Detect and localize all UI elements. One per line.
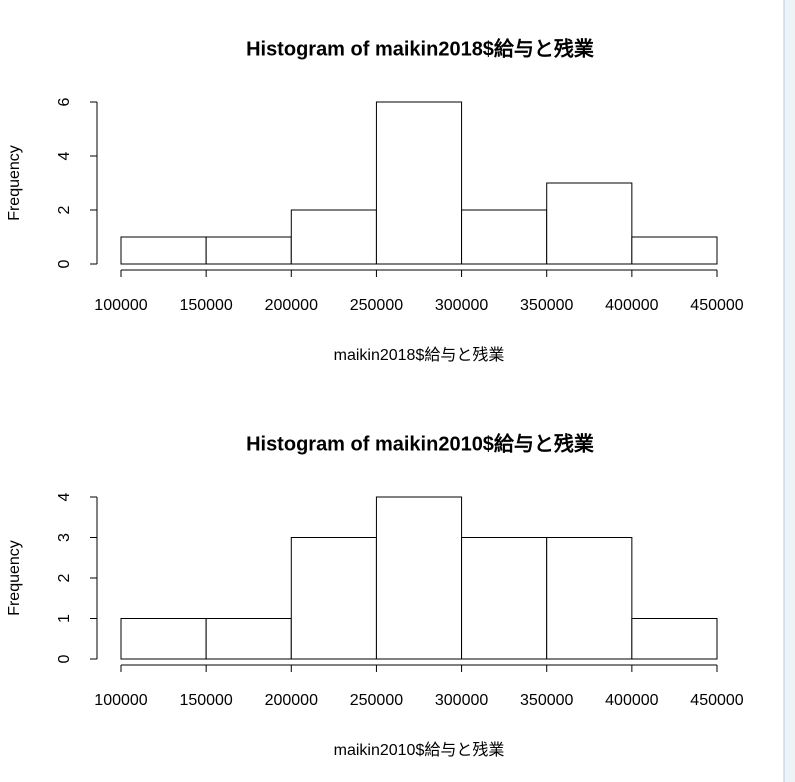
bar [461, 537, 548, 660]
bar [546, 182, 633, 265]
x-tick-label: 200000 [265, 692, 318, 709]
x-tick-label: 400000 [605, 692, 658, 709]
x-tick-label: 250000 [350, 692, 403, 709]
x-tick-label: 250000 [350, 297, 403, 314]
x-tick-label: 450000 [690, 297, 743, 314]
y-tick-label: 0 [56, 654, 73, 663]
x-axis-label: maikin2010$給与と残業 [334, 741, 505, 759]
y-axis-label: Frequency [6, 145, 23, 221]
x-tick-label: 200000 [265, 297, 318, 314]
x-tick-label: 100000 [94, 692, 147, 709]
y-tick-label: 2 [56, 205, 73, 214]
x-tick-label: 150000 [179, 692, 232, 709]
bar [120, 618, 207, 660]
x-tick-label: 400000 [605, 297, 658, 314]
x-tick-label: 450000 [690, 692, 743, 709]
chart-title: Histogram of maikin2018$給与と残業 [246, 36, 595, 60]
bar [290, 209, 377, 265]
y-tick-label: 0 [56, 259, 73, 268]
y-axis-label: Frequency [6, 540, 23, 616]
bar [631, 618, 718, 660]
bar [205, 618, 292, 660]
x-tick-label: 100000 [94, 297, 147, 314]
bar [631, 236, 718, 265]
bar [375, 496, 463, 660]
x-tick-label: 350000 [520, 297, 573, 314]
x-tick-label: 350000 [520, 692, 573, 709]
x-tick-label: 150000 [179, 297, 232, 314]
y-tick-label: 2 [56, 573, 73, 582]
x-tick-label: 300000 [435, 692, 488, 709]
bar [120, 236, 207, 265]
y-tick-label: 3 [56, 533, 73, 542]
y-tick-label: 4 [56, 151, 73, 160]
y-tick-label: 6 [56, 97, 73, 106]
bar [205, 236, 292, 265]
bar [546, 537, 633, 660]
side-panel [784, 0, 795, 782]
bar [375, 101, 463, 265]
x-tick-label: 300000 [435, 297, 488, 314]
y-tick-label: 1 [56, 614, 73, 623]
bar [461, 209, 548, 265]
chart-title: Histogram of maikin2010$給与と残業 [246, 431, 595, 455]
y-tick-label: 4 [56, 492, 73, 501]
x-axis-label: maikin2018$給与と残業 [334, 346, 505, 364]
bar [290, 537, 377, 660]
